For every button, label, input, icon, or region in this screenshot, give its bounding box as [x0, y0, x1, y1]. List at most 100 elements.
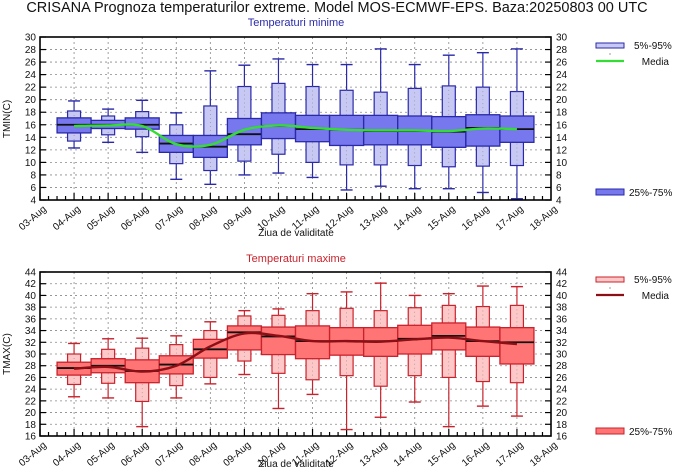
box-09-Aug	[226, 309, 263, 376]
y-tick-label-right: 30	[556, 33, 568, 44]
x-tick-label: 14-Aug	[392, 440, 424, 469]
legend-label-mean: Media	[642, 291, 670, 302]
y-tick-label-right: 22	[556, 396, 568, 407]
y-tick-label-right: 26	[556, 58, 568, 69]
y-tick-label-left: 44	[25, 268, 37, 279]
box-04-Aug	[56, 100, 92, 149]
x-tick-label: 15-Aug	[426, 440, 458, 469]
legend-swatch-25-75	[595, 188, 625, 196]
page-title: CRISANA Prognoza temperaturilor extreme.…	[26, 0, 647, 16]
y-tick-label-left: 12	[25, 145, 37, 156]
y-tick-label-left: 28	[25, 361, 37, 372]
x-tick-label: 03-Aug	[17, 440, 49, 469]
y-tick-label-left: 6	[30, 183, 36, 194]
box-16-Aug	[465, 51, 501, 194]
y-tick-label-right: 6	[556, 183, 562, 194]
y-tick-label-right: 8	[556, 170, 562, 181]
box-12-Aug	[328, 63, 365, 191]
y-tick-label-right: 28	[556, 45, 568, 56]
y-tick-label-right: 28	[556, 361, 568, 372]
y-tick-label-right: 10	[556, 158, 568, 169]
y-tick-label-right: 18	[556, 108, 568, 119]
legend-label-25-75: 25%-75%	[629, 188, 672, 199]
y-tick-label-left: 16	[25, 120, 37, 131]
legend-dot	[609, 53, 611, 55]
box-06-Aug	[124, 337, 160, 428]
legend-swatch-25-75	[595, 427, 625, 435]
y-tick-label-right: 34	[556, 326, 568, 337]
box-25-75	[226, 117, 263, 146]
box-09-Aug	[226, 64, 263, 176]
x-tick-label: 05-Aug	[85, 440, 117, 469]
plot-frame	[39, 36, 552, 201]
y-tick-label-right: 44	[556, 268, 568, 279]
x-tick-label: 15-Aug	[426, 204, 458, 233]
x-tick-label: 17-Aug	[494, 204, 526, 233]
x-tick-label: 06-Aug	[119, 440, 151, 469]
box-06-Aug	[124, 99, 160, 154]
box-11-Aug	[294, 63, 331, 179]
y-tick-label-left: 4	[30, 196, 36, 207]
y-tick-label-left: 14	[25, 133, 37, 144]
box-17-Aug	[499, 48, 535, 200]
y-tick-label-left: 24	[25, 385, 37, 396]
y-tick-label-right: 26	[556, 373, 568, 384]
x-tick-label: 09-Aug	[221, 440, 253, 469]
y-tick-label-right: 16	[556, 120, 568, 131]
chart-subtitle: Temperaturi minime	[248, 17, 345, 29]
y-tick-label-left: 22	[25, 83, 37, 94]
y-tick-label-left: 22	[25, 396, 37, 407]
y-tick-label-right: 40	[556, 291, 568, 302]
x-tick-label: 18-Aug	[528, 204, 560, 233]
box-08-Aug	[192, 70, 228, 186]
y-tick-label-left: 26	[25, 58, 37, 69]
box-13-Aug	[363, 282, 399, 418]
y-tick-label-left: 10	[25, 158, 37, 169]
y-tick-label-right: 24	[556, 70, 568, 81]
box-14-Aug	[397, 294, 433, 403]
legend-label-5-95: 5%-95%	[634, 275, 672, 286]
chart-subtitle: Temperaturi maxime	[246, 253, 346, 265]
box-13-Aug	[363, 48, 399, 187]
y-tick-label-left: 42	[25, 279, 37, 290]
y-tick-label-left: 28	[25, 45, 37, 56]
y-axis-label: TMIN(C)	[2, 100, 13, 138]
plot-frame	[39, 271, 552, 437]
x-tick-label: 07-Aug	[153, 204, 185, 233]
y-tick-label-left: 16	[25, 432, 37, 443]
legend-label-25-75: 25%-75%	[629, 427, 672, 438]
box-25-75	[499, 326, 535, 365]
x-axis-label: Ziua de validitate	[258, 228, 334, 239]
x-tick-label: 08-Aug	[187, 440, 219, 469]
y-tick-label-left: 38	[25, 303, 37, 314]
legend-swatch-5-95	[595, 276, 625, 283]
y-tick-label-left: 34	[25, 326, 37, 337]
y-tick-label-right: 36	[556, 314, 568, 325]
y-axis-label: TMAX(C)	[2, 333, 13, 375]
x-tick-label: 06-Aug	[119, 204, 151, 233]
box-15-Aug	[431, 54, 467, 190]
legend-dot	[609, 287, 611, 289]
y-tick-label-left: 26	[25, 373, 37, 384]
x-axis-label: Ziua de validitate	[258, 459, 334, 470]
y-tick-label-left: 30	[25, 350, 37, 361]
y-tick-label-right: 18	[556, 420, 568, 431]
y-tick-label-right: 20	[556, 95, 568, 106]
x-tick-label: 13-Aug	[358, 204, 390, 233]
y-tick-label-right: 30	[556, 350, 568, 361]
y-tick-label-left: 40	[25, 291, 37, 302]
box-14-Aug	[397, 63, 433, 190]
y-tick-label-right: 14	[556, 133, 568, 144]
x-tick-label: 18-Aug	[528, 440, 560, 469]
x-tick-label: 05-Aug	[85, 204, 117, 233]
legend-label-5-95: 5%-95%	[634, 41, 672, 52]
x-tick-label: 07-Aug	[153, 440, 185, 469]
x-tick-label: 14-Aug	[392, 204, 424, 233]
x-tick-label: 09-Aug	[221, 204, 253, 233]
y-tick-label-right: 16	[556, 432, 568, 443]
mean-line	[74, 123, 517, 148]
y-tick-label-right: 20	[556, 408, 568, 419]
box-16-Aug	[465, 285, 501, 407]
